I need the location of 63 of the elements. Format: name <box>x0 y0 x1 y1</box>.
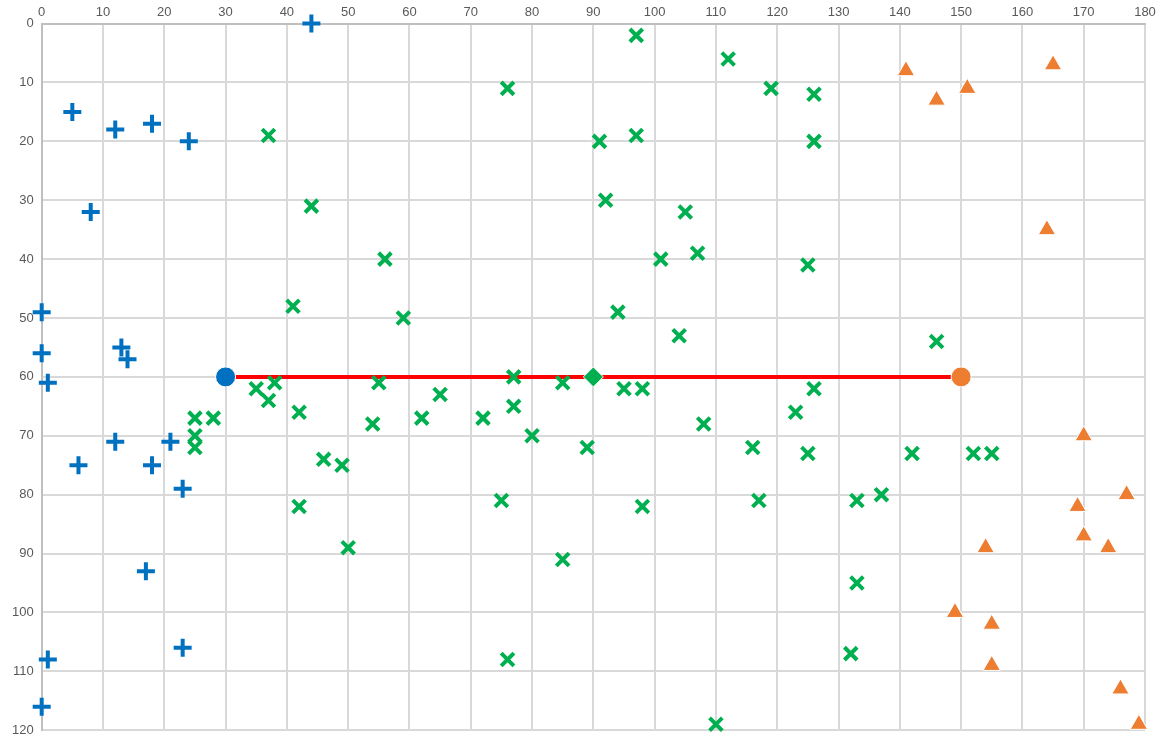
point <box>30 695 53 718</box>
point <box>141 454 164 477</box>
y-tick-label: 40 <box>19 250 34 266</box>
point <box>61 100 84 123</box>
x-tick-label: 40 <box>279 4 295 20</box>
point <box>1117 484 1136 501</box>
point <box>177 130 200 153</box>
point <box>1068 495 1087 512</box>
point <box>945 601 965 618</box>
x-tick-label: 20 <box>157 4 172 20</box>
y-tick-label: 80 <box>19 486 34 502</box>
point <box>582 366 604 388</box>
point <box>79 201 102 224</box>
y-tick-label: 60 <box>19 368 34 384</box>
point <box>1129 713 1149 730</box>
x-tick-label: 50 <box>340 4 356 20</box>
point <box>950 366 972 388</box>
x-tick-label: 140 <box>888 4 911 20</box>
y-tick-label: 110 <box>12 662 34 678</box>
point <box>67 454 90 477</box>
x-tick-label: 160 <box>1011 4 1034 20</box>
y-tick-label: 90 <box>19 545 34 561</box>
x-tick-label: 70 <box>463 4 478 20</box>
point <box>1111 678 1130 695</box>
y-tick-label: 70 <box>19 427 34 443</box>
y-tick-label: 0 <box>26 15 34 31</box>
point <box>171 636 194 659</box>
point <box>104 118 127 141</box>
x-tick-label: 80 <box>524 4 540 20</box>
point <box>300 12 323 35</box>
point <box>982 613 1001 630</box>
point <box>36 648 59 671</box>
y-tick-label: 30 <box>19 191 34 207</box>
x-tick-label: 0 <box>38 4 46 20</box>
point <box>104 430 127 453</box>
x-tick-label: 120 <box>766 4 789 20</box>
point <box>1099 537 1118 554</box>
y-tick-label: 10 <box>19 74 34 90</box>
y-tick-label: 100 <box>11 604 34 620</box>
y-tick-label: 50 <box>19 309 34 325</box>
point <box>171 477 194 500</box>
x-tick-label: 130 <box>827 4 850 20</box>
point <box>976 537 995 554</box>
point <box>30 342 53 365</box>
point <box>36 371 59 394</box>
y-tick-label: 120 <box>11 721 34 737</box>
y-tick-label: 20 <box>19 132 34 148</box>
x-tick-label: 110 <box>705 4 727 20</box>
x-tick-label: 170 <box>1072 4 1095 20</box>
point <box>1074 525 1093 542</box>
point <box>134 560 157 583</box>
x-tick-label: 30 <box>218 4 233 20</box>
point <box>982 654 1001 671</box>
x-tick-label: 180 <box>1134 4 1156 20</box>
x-tick-label: 10 <box>95 4 111 20</box>
point <box>215 366 237 388</box>
x-tick-label: 90 <box>586 4 601 20</box>
point <box>159 430 182 453</box>
x-tick-label: 150 <box>950 4 972 20</box>
point <box>1074 425 1093 442</box>
x-tick-label: 100 <box>643 4 666 20</box>
point <box>141 112 164 135</box>
x-tick-label: 60 <box>402 4 417 20</box>
